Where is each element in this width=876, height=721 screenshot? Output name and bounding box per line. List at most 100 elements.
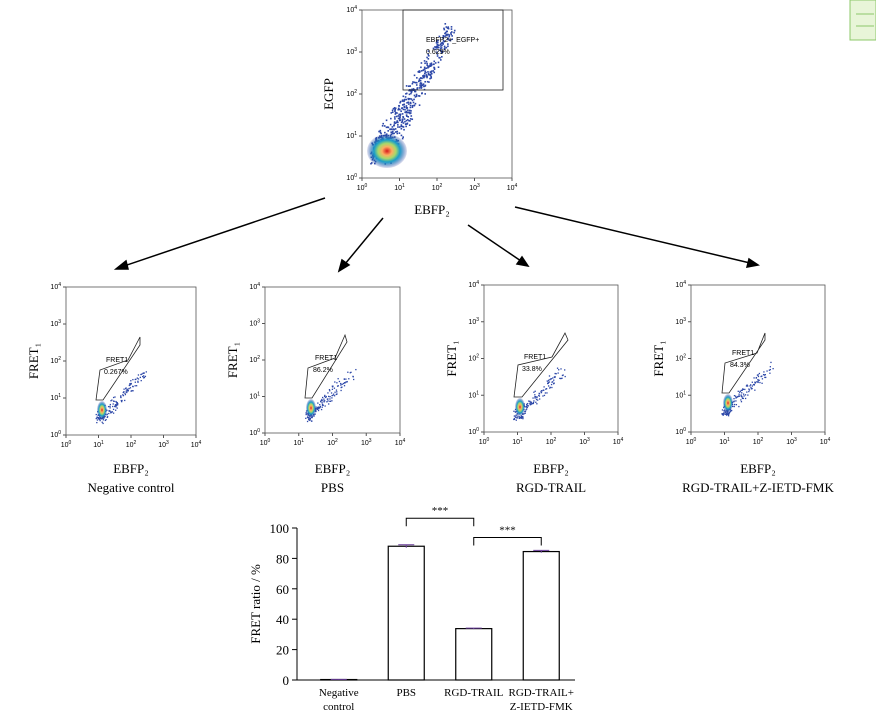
x-tick-label: 104	[613, 437, 624, 446]
tick-base: 10	[675, 319, 683, 326]
event-dot	[412, 81, 414, 83]
event-dot	[398, 117, 401, 120]
event-dot	[321, 398, 323, 401]
event-dot	[319, 406, 321, 409]
event-dot	[396, 130, 399, 133]
event-dot	[764, 373, 766, 376]
y-tick-label: 40	[276, 612, 289, 627]
event-dot	[429, 73, 432, 76]
event-dot	[453, 31, 455, 34]
event-dot	[430, 76, 432, 78]
event-dot	[437, 46, 440, 49]
event-dot	[407, 98, 410, 101]
x-tick-label: 102	[126, 440, 137, 449]
event-dot	[420, 84, 423, 86]
event-dot	[399, 100, 402, 103]
event-dot	[744, 394, 747, 396]
tick-base: 10	[50, 321, 58, 328]
event-dot	[418, 70, 421, 72]
y-tick-label: 20	[276, 643, 289, 658]
event-dot	[379, 131, 382, 134]
event-dot	[436, 47, 438, 49]
x-tick-label: Negative control	[319, 687, 359, 713]
event-dot	[533, 400, 535, 402]
event-dot	[137, 380, 139, 382]
event-dot	[129, 387, 132, 389]
tick-base: 10	[786, 439, 794, 446]
event-dot	[408, 97, 411, 100]
event-dot	[318, 407, 320, 409]
event-dot	[536, 397, 538, 399]
tick-base: 10	[432, 185, 440, 192]
event-dot	[109, 410, 111, 412]
event-dot	[751, 385, 753, 387]
flow-plot: 100100101101102102103103104104EBFP2+_EGF…	[321, 5, 518, 217]
gate	[513, 332, 569, 398]
event-dot	[345, 378, 347, 380]
event-dot	[451, 31, 453, 33]
event-dot	[534, 390, 536, 392]
event-dot	[415, 81, 418, 84]
event-dot	[746, 385, 749, 387]
event-dot	[134, 378, 136, 381]
event-dot	[436, 53, 439, 55]
event-dot	[727, 411, 729, 413]
event-dot	[433, 71, 436, 74]
x-tick-label: 104	[507, 183, 518, 192]
event-dot	[427, 66, 429, 69]
tick-base: 10	[507, 185, 515, 192]
event-dot	[752, 383, 755, 386]
event-dot	[409, 89, 412, 92]
y-tick-label: 103	[468, 317, 479, 326]
event-dot	[142, 375, 144, 378]
tick-exponent: 4	[199, 440, 202, 446]
event-dot	[765, 376, 767, 379]
event-dot	[336, 382, 338, 384]
tick-exponent: 4	[476, 280, 479, 286]
event-dot	[550, 378, 553, 380]
tick-base: 10	[719, 439, 727, 446]
event-dot	[112, 396, 115, 399]
event-dot	[423, 75, 426, 78]
event-dot	[425, 74, 428, 76]
event-dot	[451, 35, 453, 37]
event-dot	[329, 390, 331, 392]
event-dot	[409, 102, 412, 104]
event-dot	[733, 405, 735, 408]
event-dot	[432, 63, 435, 66]
event-dot	[515, 414, 517, 416]
event-dot	[132, 378, 134, 381]
event-dot	[390, 133, 393, 136]
event-dot	[393, 116, 396, 118]
event-dot	[407, 115, 410, 118]
event-dot	[393, 132, 395, 135]
event-dot	[737, 396, 739, 398]
event-dot	[112, 412, 115, 414]
event-dot	[109, 405, 111, 408]
event-dot	[724, 410, 726, 413]
event-dot	[331, 385, 334, 387]
event-dot	[410, 98, 413, 100]
event-dot	[547, 381, 549, 383]
event-dot	[320, 399, 323, 402]
event-dot	[331, 400, 333, 402]
event-dot	[385, 119, 388, 122]
y-axis-label: FRET ratio / %	[248, 564, 263, 644]
event-dot	[382, 122, 385, 125]
event-dot	[132, 390, 134, 392]
event-dot	[551, 381, 553, 383]
event-dot	[432, 70, 435, 72]
event-dot	[738, 405, 740, 408]
event-dot	[728, 413, 730, 415]
arrow	[467, 224, 522, 262]
event-dot	[318, 407, 320, 410]
tick-base: 10	[327, 440, 335, 447]
flow-plot: 100100101101102102103103104104FRET184.3%…	[651, 280, 834, 495]
event-dot	[397, 107, 400, 110]
event-dot	[513, 415, 516, 417]
event-dot	[754, 381, 756, 383]
label-line: Negative	[319, 687, 359, 699]
event-dot	[442, 43, 444, 45]
event-dot	[439, 43, 442, 46]
event-dot	[440, 42, 443, 44]
